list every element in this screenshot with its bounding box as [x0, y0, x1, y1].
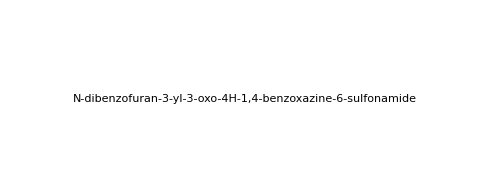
Text: N-dibenzofuran-3-yl-3-oxo-4H-1,4-benzoxazine-6-sulfonamide: N-dibenzofuran-3-yl-3-oxo-4H-1,4-benzoxa…: [73, 94, 417, 104]
